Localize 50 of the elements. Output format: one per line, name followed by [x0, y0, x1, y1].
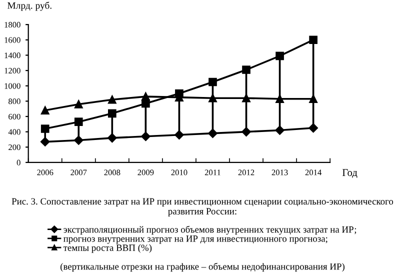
y-tick-label: 1600 — [4, 37, 20, 43]
point — [142, 92, 150, 101]
point — [208, 94, 217, 102]
point — [108, 133, 117, 143]
y-tick-label: 200 — [8, 144, 20, 150]
x-tick-label: 2008 — [104, 170, 120, 176]
y-tick-label: 600 — [8, 114, 20, 120]
point — [108, 95, 116, 104]
x-tick-label: 2009 — [138, 170, 154, 176]
point — [309, 94, 318, 104]
y-tick-label: 1800 — [4, 22, 20, 28]
y-axis-title: Млрд. руб. — [8, 2, 52, 11]
x-tick-label: 2007 — [70, 170, 87, 176]
x-tick-label: 2013 — [272, 170, 288, 176]
y-tick-label: 1000 — [4, 83, 20, 89]
point — [242, 127, 251, 136]
x-axis-title: Год — [342, 169, 358, 178]
point — [276, 94, 284, 104]
point — [276, 52, 284, 60]
point — [141, 132, 150, 142]
text: (вертикальные отрезки на графике – объемы недофинансирования ИР) — [60, 262, 344, 272]
legend-label: прогноз внутренних затрат на ИР для инвестиционного прогноза; — [64, 236, 328, 244]
point — [174, 130, 184, 140]
point — [242, 66, 250, 74]
point — [309, 36, 318, 44]
x-tick-label: 2010 — [171, 170, 188, 176]
legend-label: экстраполяционный прогноз объемов внутренних текущих затрат на ИР; — [64, 226, 356, 235]
point — [208, 128, 218, 138]
point — [40, 106, 50, 115]
y-tick-label: 800 — [8, 98, 20, 104]
point — [74, 100, 83, 108]
y-tick-label: 1400 — [4, 52, 20, 58]
point — [40, 124, 50, 133]
point — [108, 109, 116, 118]
point — [275, 126, 284, 135]
x-tick-label: 2014 — [305, 170, 322, 176]
point — [208, 78, 217, 86]
point — [74, 118, 83, 126]
point — [40, 137, 50, 146]
y-tick-label: 400 — [8, 129, 20, 135]
legend-label: темпы роста ВВП (%) — [63, 244, 152, 253]
point — [308, 123, 318, 133]
y-tick-label: 0 — [16, 160, 20, 166]
point — [74, 136, 84, 145]
text: Рис. 3. Сопоставление затрат на ИР при инвестиционном сценарии социально-экономического развития России: — [12, 198, 394, 216]
y-tick-label: 1200 — [4, 68, 20, 74]
point — [242, 94, 250, 102]
x-tick-label: 2011 — [204, 170, 220, 176]
x-tick-label: 2006 — [37, 170, 54, 176]
x-tick-label: 2012 — [238, 170, 254, 176]
